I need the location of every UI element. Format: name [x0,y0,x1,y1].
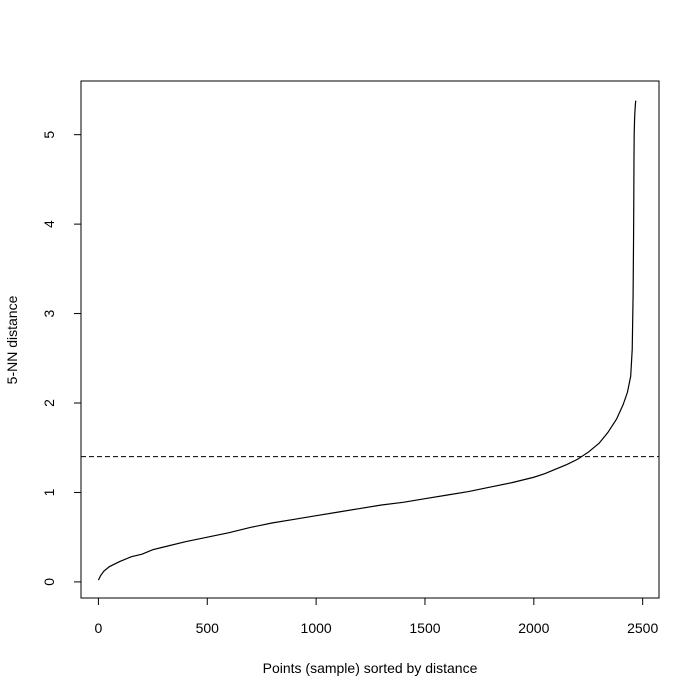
y-axis: 0 1 2 3 4 5 [41,131,81,586]
y-tick-label: 3 [41,309,57,317]
y-tick-label: 4 [41,220,57,228]
y-tick-label: 0 [41,578,57,586]
x-tick-label: 0 [95,620,103,636]
x-tick-label: 500 [196,620,220,636]
x-axis: 0 500 1000 1500 2000 2500 [95,598,658,636]
plot-frame [80,80,660,599]
x-tick-label: 2500 [627,620,658,636]
y-tick-label: 1 [41,488,57,496]
x-tick-label: 1000 [301,620,332,636]
x-tick-label: 1500 [409,620,440,636]
x-axis-title: Points (sample) sorted by distance [263,660,478,676]
y-axis-title: 5-NN distance [4,295,20,384]
x-tick-label: 2000 [518,620,549,636]
series-line [97,100,637,581]
y-tick-label: 2 [41,399,57,407]
y-tick-label: 5 [41,131,57,139]
